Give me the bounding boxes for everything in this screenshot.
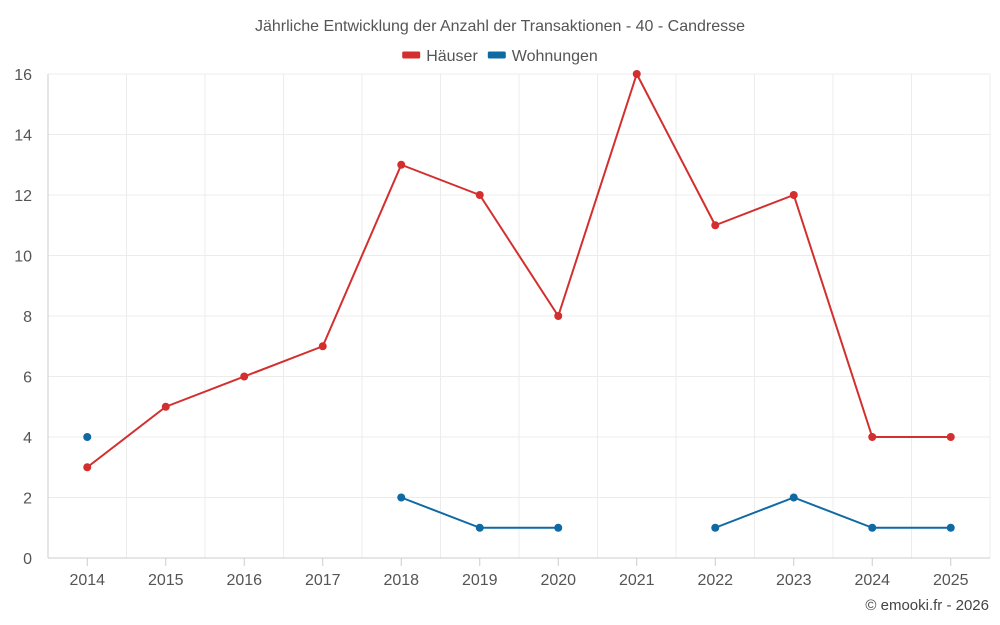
legend-swatch — [487, 51, 506, 59]
data-point-wohnungen[interactable] — [475, 523, 484, 532]
data-point-wohnungen[interactable] — [711, 523, 720, 532]
y-tick-label: 6 — [23, 370, 32, 387]
y-tick-label: 8 — [23, 309, 32, 326]
data-point-hauser[interactable] — [397, 160, 406, 169]
data-point-hauser[interactable] — [946, 433, 955, 441]
x-tick-label: 2017 — [305, 572, 341, 589]
x-tick-label: 2020 — [540, 572, 576, 589]
grid — [47, 73, 991, 559]
data-point-hauser[interactable] — [83, 463, 92, 472]
series-layer — [83, 70, 955, 532]
data-point-hauser[interactable] — [161, 402, 170, 411]
credit-text: © emooki.fr - 2026 — [865, 597, 989, 614]
y-tick-label: 14 — [14, 128, 32, 145]
legend-item-hauser[interactable]: Häuser — [402, 48, 478, 65]
y-axis: 0 2 4 6 8 10 12 14 16 — [14, 67, 32, 568]
data-point-hauser[interactable] — [554, 312, 563, 320]
data-point-wohnungen[interactable] — [83, 433, 92, 441]
x-tick-label: 2021 — [619, 572, 655, 589]
series-line-hauser — [86, 73, 951, 469]
data-point-wohnungen[interactable] — [868, 523, 877, 532]
series-line-wohnungen — [400, 496, 559, 529]
legend: Häuser Wohnungen — [402, 48, 598, 65]
data-point-wohnungen[interactable] — [554, 523, 563, 532]
data-point-hauser[interactable] — [632, 70, 641, 78]
y-tick-label: 12 — [14, 188, 32, 205]
x-tick-label: 2025 — [933, 572, 969, 589]
data-point-hauser[interactable] — [475, 191, 484, 199]
x-tick-label: 2015 — [148, 572, 184, 589]
x-axis: 2014 2015 2016 2017 2018 2019 2020 2021 2022 2023… — [69, 558, 969, 589]
series-wohnungen — [83, 433, 955, 532]
legend-label: Häuser — [426, 48, 478, 65]
data-point-wohnungen[interactable] — [397, 493, 406, 502]
legend-label: Wohnungen — [512, 48, 598, 65]
chart-title: Jährliche Entwicklung der Anzahl der Tra… — [255, 18, 745, 35]
x-tick-label: 2024 — [854, 572, 890, 589]
legend-swatch — [402, 51, 421, 59]
y-tick-label: 0 — [23, 551, 32, 568]
series-line-wohnungen — [714, 496, 951, 529]
x-tick-label: 2018 — [383, 572, 419, 589]
y-tick-label: 4 — [23, 430, 32, 447]
data-point-hauser[interactable] — [711, 221, 720, 230]
x-tick-label: 2023 — [776, 572, 812, 589]
series-hauser — [83, 70, 955, 472]
y-tick-label: 2 — [23, 491, 32, 508]
data-point-hauser[interactable] — [868, 433, 877, 441]
x-tick-label: 2022 — [697, 572, 733, 589]
legend-item-wohnungen[interactable]: Wohnungen — [487, 48, 598, 65]
data-point-wohnungen[interactable] — [789, 493, 798, 502]
data-point-hauser[interactable] — [240, 372, 249, 381]
x-tick-label: 2016 — [226, 572, 262, 589]
y-tick-label: 16 — [14, 67, 32, 84]
data-point-hauser[interactable] — [318, 342, 327, 351]
data-point-wohnungen[interactable] — [946, 523, 955, 532]
data-point-hauser[interactable] — [789, 191, 798, 199]
y-tick-label: 10 — [14, 249, 32, 266]
x-tick-label: 2014 — [69, 572, 105, 589]
x-tick-label: 2019 — [462, 572, 498, 589]
